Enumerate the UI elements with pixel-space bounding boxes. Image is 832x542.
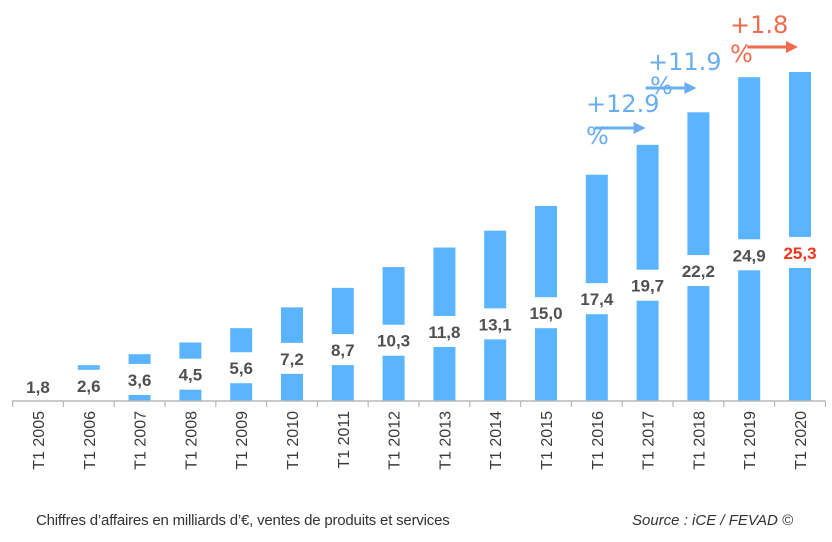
bar-lower [738,270,761,401]
growth-label: +12.9 [586,90,660,118]
x-tick-label: T1 2019 [742,411,759,470]
chart: 1,8 2,6 3,6 4,5 5,6 7,2 8,7 10,3 11,8 13,1 15,0 17,… [12,11,827,470]
bar-lower [128,394,151,401]
x-tick-label: T1 2015 [539,411,556,470]
bar-upper [281,307,303,343]
x-tick-label: T1 2020 [793,411,810,470]
bar-lower [585,314,608,401]
value-label: 8,7 [331,341,355,360]
bar-cap [77,365,100,368]
bar-upper [179,342,202,359]
bar-upper [636,144,659,270]
bar-upper [77,367,100,370]
bar-upper [128,354,151,364]
bar-upper [789,72,811,237]
bar-lower [433,346,456,401]
bar-lower [789,267,811,401]
value-label: 2,6 [77,377,101,396]
bar-upper [230,328,253,353]
growth-arrow-head [684,82,697,94]
value-label: 11,8 [428,323,460,342]
growth-percent: % [586,122,609,150]
bar-lower [331,365,354,401]
bar-lower [382,355,405,401]
x-tick-label: T1 2007 [133,411,150,470]
value-labels-group: 1,8 2,6 3,6 4,5 5,6 7,2 8,7 10,3 11,8 13,1 15,0 17,… [26,244,816,397]
growth-label: +11.9 [648,48,722,76]
bar-upper [738,77,761,240]
growth-annotation: +12.9% [586,90,660,150]
value-label: 24,9 [733,246,766,265]
bar-lower [281,373,303,401]
bar-upper [382,267,405,325]
x-tick-label: T1 2005 [31,411,48,470]
growth-annotations-group: +12.9%+11.9%+1.8% [586,11,798,150]
bars-group [77,72,811,401]
value-label: 15,0 [529,304,562,323]
x-tick-label: T1 2008 [183,411,200,470]
value-label: 5,6 [229,359,253,378]
bar-upper [687,112,710,256]
chart-source: Source : iCE / FEVAD © [632,512,794,529]
bar-upper [535,205,557,298]
x-tick-label: T1 2012 [387,411,404,470]
x-tick-label: T1 2016 [590,411,607,470]
bar-lower [230,383,253,401]
value-label: 25,3 [783,244,816,263]
bar-lower [535,328,557,401]
growth-arrow-head [633,122,646,134]
x-tick-label: T1 2011 [336,411,353,469]
growth-percent: % [730,40,753,68]
value-label: 22,2 [682,262,715,281]
bar-lower [687,286,710,401]
bar-upper [585,174,608,284]
value-label: 19,7 [631,277,664,296]
growth-annotation: +1.8% [730,11,798,68]
x-tick-label: T1 2013 [437,411,454,470]
bar-upper [484,230,507,309]
value-label: 1,8 [26,378,50,397]
chart-caption: Chiffres d’affaires en milliards d’€, ve… [36,512,450,529]
x-tick-label: T1 2006 [82,411,99,470]
bar-upper [433,247,456,316]
bar-lower [484,339,507,401]
bar-lower [179,389,202,401]
value-label: 4,5 [179,366,203,385]
value-label: 7,2 [280,350,304,369]
growth-annotation: +11.9% [645,48,722,100]
value-label: 13,1 [479,315,512,334]
growth-arrow-head [786,41,798,53]
x-tick-label: T1 2014 [488,411,505,470]
value-label: 10,3 [377,332,410,351]
growth-label: +1.8 [730,11,788,39]
value-label: 3,6 [128,371,152,390]
bar-upper [331,287,354,335]
x-tick-label: T1 2017 [641,411,658,470]
growth-percent: % [650,72,673,100]
x-tick-label: T1 2018 [691,411,708,470]
x-tick-label: T1 2009 [234,411,251,470]
x-ticks-group: T1 2005 T1 2006 T1 2007 T1 2008 T1 2009 T1 20… [12,401,827,470]
x-tick-label: T1 2010 [285,411,302,470]
bar-lower [636,300,659,401]
value-label: 17,4 [580,290,614,309]
